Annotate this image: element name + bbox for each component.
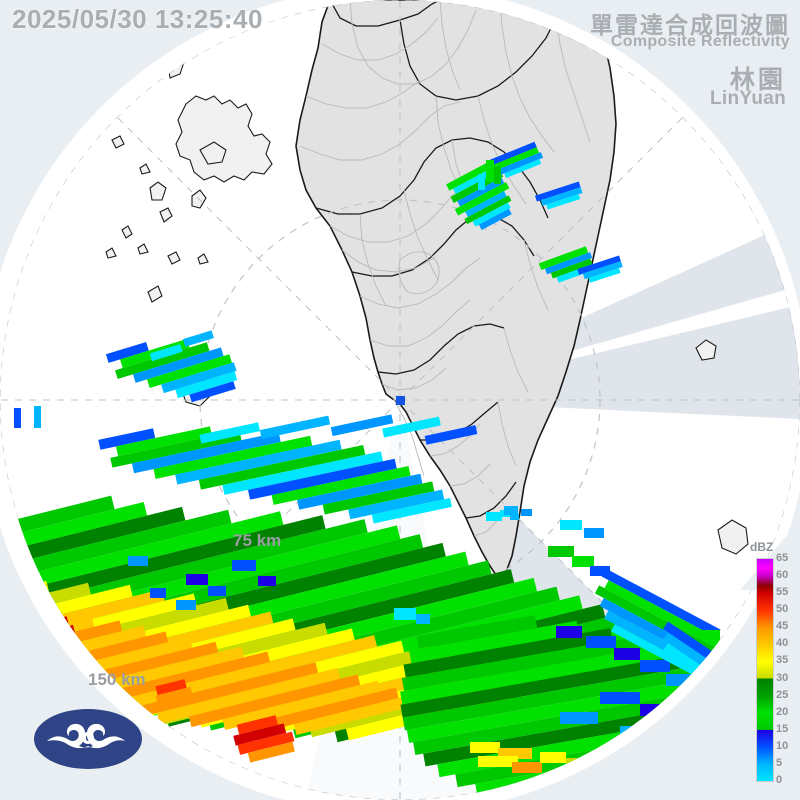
station-name-en: LinYuan <box>710 88 786 109</box>
dbz-tick-15: 15 <box>776 722 789 735</box>
dbz-tick-5: 5 <box>776 756 783 769</box>
dbz-tick-50: 50 <box>776 603 789 616</box>
dbz-tick-60: 60 <box>776 569 789 582</box>
dbz-legend: dBZ 65 60 55 50 45 40 35 30 25 20 15 10 5 0 <box>748 540 798 790</box>
dbz-tick-25: 25 <box>776 688 789 701</box>
dbz-tick-10: 10 <box>776 739 789 752</box>
timestamp-label: 2025/05/30 13:25:40 <box>12 4 263 34</box>
dbz-tick-55: 55 <box>776 586 789 599</box>
county-boundaries <box>315 0 557 519</box>
township-boundaries <box>299 0 591 537</box>
dbz-tick-65: 65 <box>776 552 789 564</box>
cwb-logo <box>34 709 142 769</box>
echo-scattered-cells <box>394 506 610 624</box>
range-ring-label-150km: 150 km <box>88 670 146 689</box>
dbz-tick-0: 0 <box>776 774 783 786</box>
dbz-legend-unit: dBZ <box>750 540 774 554</box>
dbz-color-scale <box>756 558 774 782</box>
range-ring-label-75km: 75 km <box>233 531 282 550</box>
dbz-tick-30: 30 <box>776 671 789 684</box>
product-title-zh: 單雷達合成回波圖 <box>590 12 790 38</box>
product-title-en: Composite Reflectivity <box>610 33 790 50</box>
station-name-zh: 林園 <box>729 66 786 94</box>
dbz-tick-20: 20 <box>776 705 789 718</box>
dbz-tick-45: 45 <box>776 620 789 633</box>
echo-mountain-cells <box>446 141 623 520</box>
dbz-tick-40: 40 <box>776 637 789 650</box>
dbz-tick-35: 35 <box>776 654 789 667</box>
radar-center-marker <box>396 396 405 405</box>
echo-west-offshore-band <box>14 330 478 524</box>
